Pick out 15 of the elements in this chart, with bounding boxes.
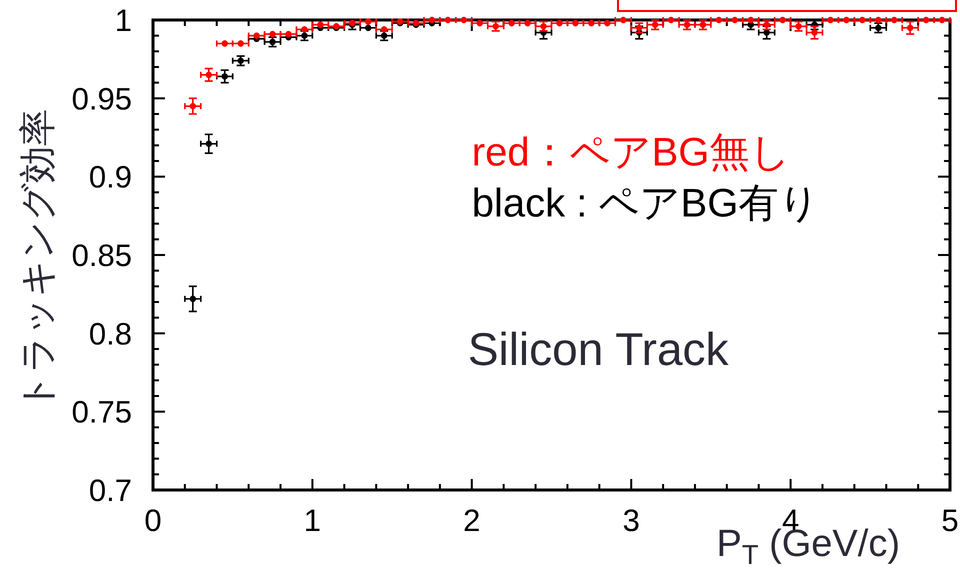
x-tick-label: 2 [463, 503, 480, 538]
y-tick-label: 1 [114, 3, 132, 38]
y-tick-label: 0.9 [88, 160, 132, 195]
x-tick-label: 1 [304, 503, 322, 538]
y-tick-label: 0.7 [88, 473, 132, 508]
x-tick-label: 5 [941, 503, 959, 538]
x-tick-label: 0 [144, 503, 162, 538]
legend: red：ペアBG無し black : ペアBG有り [472, 130, 820, 226]
x-tick-label: 3 [622, 503, 640, 538]
y-tick-label: 0.8 [88, 316, 132, 352]
y-tick-label: 0.95 [72, 81, 132, 116]
annotation: Silicon Track [468, 322, 730, 375]
y-tick-label: 0.75 [72, 394, 132, 430]
y-axis-title: トラッキング効率 [17, 109, 58, 411]
y-tick-label: 0.85 [72, 238, 132, 273]
